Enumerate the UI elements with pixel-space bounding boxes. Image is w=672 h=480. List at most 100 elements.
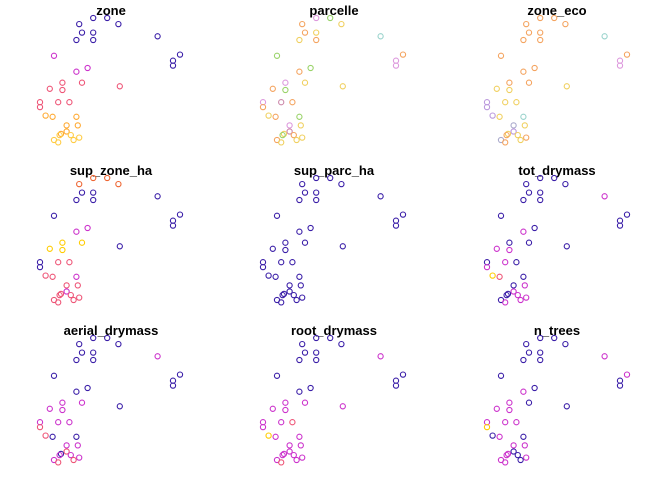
data-point [496, 113, 503, 120]
data-point [78, 349, 86, 356]
data-point [63, 442, 70, 449]
data-point [601, 33, 608, 40]
data-point [169, 62, 177, 69]
panel-zone: zone [36, 3, 184, 146]
data-point [46, 245, 53, 252]
data-point [46, 85, 53, 92]
data-point [115, 20, 122, 28]
data-point [299, 134, 306, 141]
data-point [338, 20, 345, 28]
data-point [297, 122, 304, 129]
data-point [523, 20, 530, 28]
panel-title: sup_zone_ha [70, 163, 153, 178]
data-point [76, 134, 83, 141]
data-point [73, 388, 80, 395]
data-point [76, 454, 83, 461]
data-point [59, 239, 66, 246]
data-point [520, 36, 527, 44]
data-point [169, 382, 177, 389]
data-point [520, 228, 527, 235]
data-point [56, 451, 63, 459]
data-point [537, 196, 544, 204]
data-point [282, 79, 289, 86]
data-point [521, 442, 528, 449]
data-point [483, 103, 491, 111]
data-point [73, 196, 80, 204]
data-point [116, 83, 123, 90]
data-point [55, 99, 62, 106]
data-point [90, 334, 97, 342]
data-point [73, 113, 80, 120]
data-point [523, 180, 530, 188]
data-point [74, 282, 81, 289]
data-point [299, 20, 306, 28]
panel-tot-drymass: tot_drymass [483, 163, 631, 306]
data-point [313, 189, 320, 196]
data-point [293, 136, 300, 144]
data-point [296, 196, 303, 204]
data-point [510, 122, 517, 129]
data-point [503, 131, 510, 139]
data-point [104, 174, 111, 182]
data-point [290, 291, 297, 299]
data-point [90, 29, 97, 36]
data-point [278, 139, 285, 146]
data-point [616, 222, 624, 229]
data-point [521, 122, 528, 129]
data-point [520, 356, 527, 364]
data-point [78, 29, 86, 36]
data-point [116, 243, 123, 250]
data-point [282, 406, 289, 414]
data-point [307, 64, 314, 72]
data-point [502, 259, 509, 266]
data-point [520, 433, 527, 440]
data-point [296, 113, 303, 120]
data-point [169, 222, 177, 229]
data-point [280, 290, 288, 298]
data-point [513, 419, 520, 426]
data-point [56, 131, 63, 139]
data-point [525, 189, 533, 196]
data-point [327, 174, 334, 182]
data-point [497, 52, 505, 59]
data-point [313, 174, 320, 182]
data-point [289, 99, 296, 106]
panel-title: root_drymass [291, 323, 377, 338]
data-point [497, 372, 505, 379]
data-point [63, 128, 70, 135]
data-point [296, 228, 303, 235]
data-point [104, 334, 111, 342]
data-point [616, 382, 624, 389]
data-point [66, 419, 73, 426]
data-point [55, 139, 62, 146]
panel-title: aerial_drymass [64, 323, 159, 338]
data-point [525, 29, 533, 36]
data-point [503, 451, 510, 459]
data-point [513, 259, 520, 266]
data-point [67, 451, 74, 459]
data-point [523, 340, 530, 348]
data-point [377, 353, 384, 360]
data-point [399, 211, 407, 218]
data-point [520, 113, 527, 120]
data-point [42, 272, 49, 279]
data-point [42, 432, 49, 439]
data-point [55, 419, 62, 426]
data-point [278, 259, 285, 266]
data-point [90, 36, 97, 44]
data-point [520, 273, 527, 280]
data-point [278, 419, 285, 426]
data-point [506, 239, 513, 246]
data-point [313, 29, 320, 36]
data-point [301, 29, 309, 36]
data-point [510, 128, 517, 135]
data-point [563, 83, 570, 90]
data-point [520, 196, 527, 204]
data-point [483, 263, 491, 271]
data-point [489, 112, 496, 119]
data-point [73, 68, 80, 75]
data-point [399, 371, 407, 378]
data-point [280, 450, 288, 458]
